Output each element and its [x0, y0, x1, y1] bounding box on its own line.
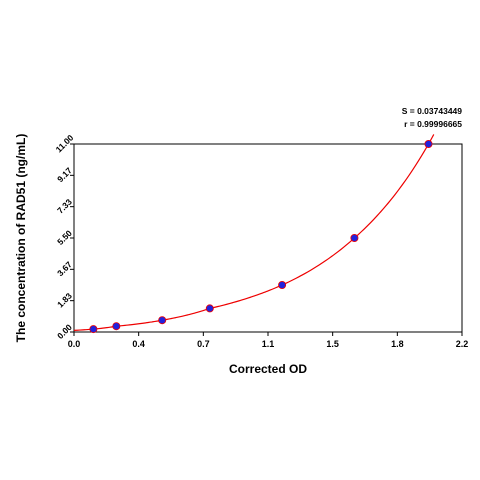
plot-area	[73, 143, 463, 333]
data-point	[424, 139, 433, 148]
fit-curve	[73, 134, 435, 331]
x-tick-label: 1.5	[326, 339, 339, 349]
data-point	[350, 233, 359, 242]
x-axis-label: Corrected OD	[229, 362, 307, 376]
x-tick-label: 1.1	[262, 339, 275, 349]
data-point	[89, 325, 98, 334]
stat-r: r = 0.99996665	[404, 119, 462, 129]
data-point	[112, 322, 121, 331]
x-tick-label: 1.8	[391, 339, 404, 349]
y-tick-label: 3.67	[55, 259, 74, 278]
x-tick-label: 0.0	[68, 339, 81, 349]
stat-s: S = 0.03743449	[402, 106, 463, 116]
data-point	[158, 316, 167, 325]
plot-frame	[73, 143, 463, 333]
y-tick-label: 9.17	[55, 165, 74, 184]
data-point	[278, 280, 287, 289]
x-tick-label: 0.7	[197, 339, 210, 349]
data-point	[205, 304, 214, 313]
y-tick-label: 11.00	[54, 132, 76, 154]
y-tick-label: 0.00	[55, 322, 74, 341]
data-points	[89, 139, 433, 334]
y-axis-label: The concentration of RAD51 (ng/mL)	[14, 134, 28, 343]
x-tick-label: 0.4	[132, 339, 145, 349]
y-tick-label: 5.50	[55, 228, 74, 247]
x-axis: 0.0 0.4 0.7 1.1 1.5 1.8 2.2	[68, 332, 469, 349]
y-tick-label: 1.83	[55, 291, 74, 310]
y-axis: 0.00 1.83 3.67 5.50 7.33 9.17 11.00	[54, 132, 76, 340]
x-tick-label: 2.2	[456, 339, 469, 349]
y-tick-label: 7.33	[55, 197, 74, 216]
